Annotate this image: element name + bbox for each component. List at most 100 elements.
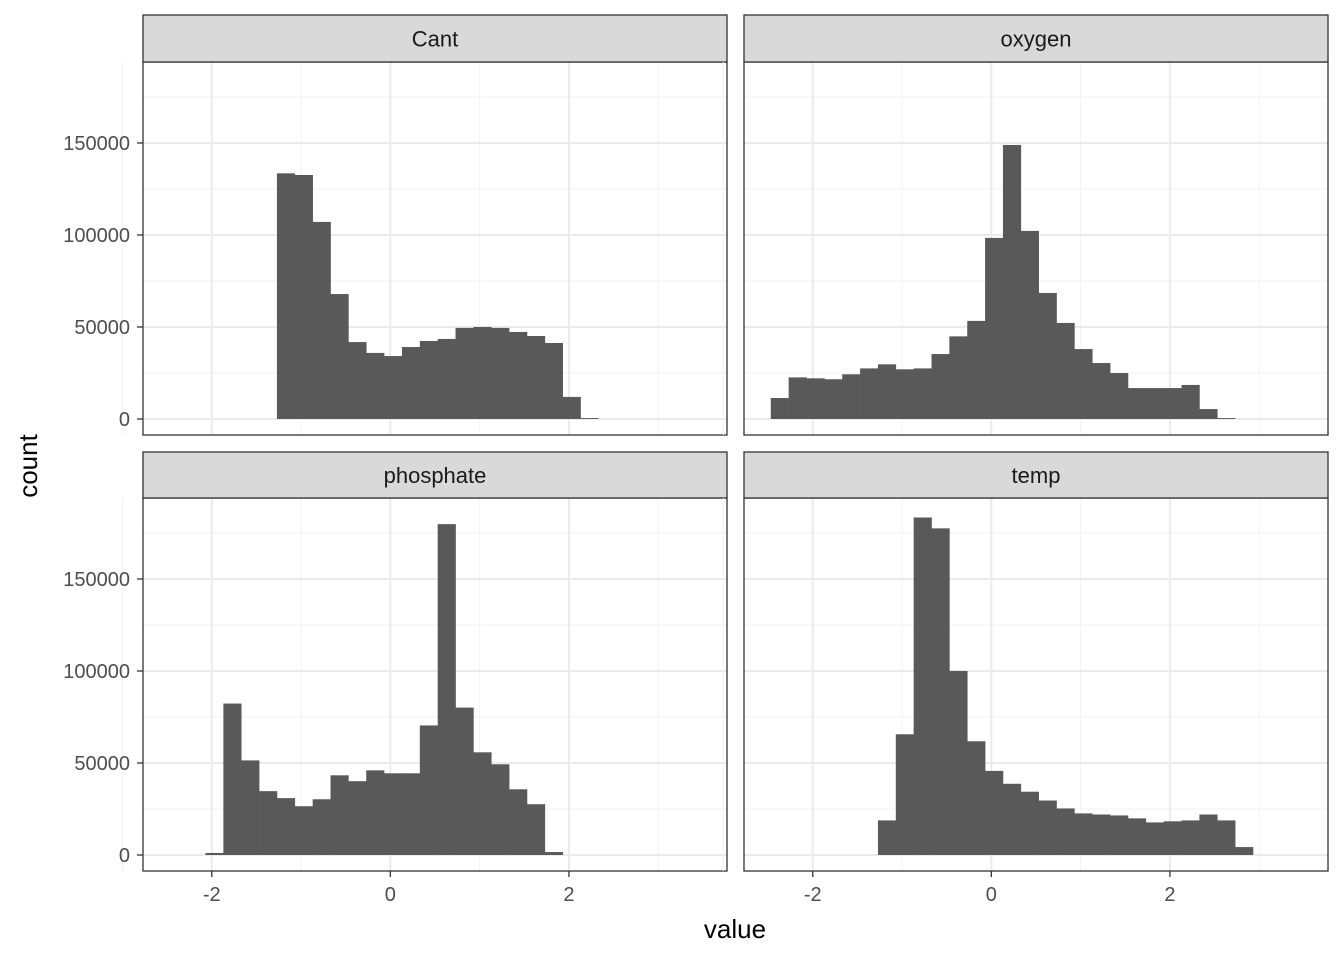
- histogram-bar: [544, 852, 563, 855]
- x-tick-label: 2: [563, 884, 574, 906]
- facet-panel-Cant: Cant 0 50000 100000 150000: [63, 14, 728, 436]
- y-tick-label: 100000: [63, 661, 130, 683]
- histogram-bar: [860, 368, 879, 419]
- histogram-bar: [1110, 815, 1129, 855]
- facet-label: temp: [1012, 463, 1061, 488]
- histogram-bar: [437, 524, 456, 855]
- x-tick-label: 2: [1164, 884, 1175, 906]
- histogram-bar: [877, 364, 897, 419]
- histogram-bar: [276, 173, 296, 419]
- histogram-bar: [1127, 818, 1147, 855]
- histogram-bar: [366, 770, 385, 855]
- histogram-bar: [509, 789, 528, 855]
- histogram-bar: [842, 374, 861, 419]
- histogram-bar: [1199, 409, 1218, 419]
- x-tick-label: -2: [203, 884, 221, 906]
- x-tick-label: -2: [804, 884, 822, 906]
- histogram-bar: [1074, 349, 1093, 419]
- histogram-bar: [473, 326, 492, 419]
- histogram-bar: [1020, 791, 1039, 855]
- histogram-bar: [455, 707, 474, 855]
- histogram-bar: [895, 369, 914, 419]
- y-tick-label: 0: [119, 409, 130, 431]
- histogram-bar: [1163, 388, 1182, 419]
- histogram-bar: [223, 703, 242, 855]
- histogram-bar: [491, 327, 510, 419]
- histogram-bar: [580, 418, 599, 419]
- histogram-bar: [366, 352, 385, 419]
- histogram-bar: [1038, 800, 1057, 855]
- histogram-bar: [1181, 384, 1200, 419]
- histogram-bar: [419, 340, 438, 419]
- y-tick-label: 50000: [74, 317, 130, 339]
- y-axis-label: count: [13, 433, 43, 497]
- histogram-bar: [312, 221, 331, 419]
- histogram-bar: [437, 338, 456, 419]
- facet-panel-temp: temp -2 0 2: [722, 451, 1329, 906]
- histogram-bar: [985, 237, 1004, 419]
- facet-strip: [142, 14, 728, 63]
- facet-panel-phosphate: phosphate 0 50000 100000 150000 -2 0 2: [63, 451, 728, 906]
- histogram-bar: [384, 356, 403, 419]
- histogram-bar: [473, 752, 492, 855]
- histogram-bar: [491, 764, 510, 855]
- histogram-bar: [806, 378, 825, 419]
- facet-panel-oxygen: oxygen: [722, 14, 1329, 436]
- facet-strip: [743, 14, 1329, 63]
- histogram-bar: [1038, 292, 1057, 419]
- histogram-bar: [1056, 808, 1075, 855]
- histogram-bar: [544, 342, 563, 419]
- facet-label: Cant: [412, 27, 458, 52]
- facet-label: phosphate: [384, 463, 487, 488]
- y-tick-label: 50000: [74, 753, 130, 775]
- y-tick-label: 150000: [63, 569, 130, 591]
- histogram-bar: [330, 775, 349, 855]
- histogram-bar: [1163, 821, 1182, 855]
- histogram-bar: [1074, 813, 1093, 855]
- histogram-bar: [526, 335, 546, 419]
- histogram-bar: [913, 517, 932, 855]
- facet-strip: [142, 451, 728, 499]
- histogram-bar: [1002, 783, 1022, 855]
- histogram-bar: [1002, 144, 1022, 419]
- histogram-bar: [294, 806, 313, 855]
- histogram-bar: [1110, 372, 1129, 419]
- histogram-bar: [877, 820, 897, 855]
- histogram-bar: [1092, 363, 1111, 419]
- histogram-bar: [770, 398, 789, 419]
- histogram-bar: [1217, 418, 1236, 419]
- x-tick-label: 0: [385, 884, 396, 906]
- histogram-bar: [312, 799, 331, 855]
- y-tick-label: 100000: [63, 225, 130, 247]
- histogram-bar: [526, 804, 546, 855]
- histogram-bar: [330, 294, 349, 419]
- histogram-bar: [1020, 230, 1039, 419]
- y-tick-label: 0: [119, 845, 130, 867]
- x-axis-label: value: [704, 914, 766, 944]
- histogram-bar: [1145, 388, 1164, 419]
- histogram-bar: [1199, 814, 1218, 855]
- histogram-bar: [1056, 322, 1075, 419]
- histogram-bar: [1092, 814, 1111, 855]
- histogram-bar: [895, 734, 914, 855]
- histogram-bar: [949, 336, 968, 419]
- y-tick-label: 150000: [63, 133, 130, 155]
- x-tick-label: 0: [986, 884, 997, 906]
- histogram-bar: [1127, 388, 1147, 419]
- histogram-bar: [824, 379, 843, 419]
- histogram-bar: [509, 331, 528, 419]
- histogram-bar: [562, 396, 581, 419]
- histogram-bar: [985, 770, 1004, 855]
- histogram-bar: [384, 773, 403, 855]
- histogram-bar: [401, 347, 421, 419]
- histogram-bar: [1235, 847, 1254, 855]
- histogram-bar: [259, 791, 278, 855]
- histogram-bar: [967, 741, 986, 855]
- histogram-bar: [931, 354, 950, 419]
- histogram-bar: [455, 327, 474, 419]
- histogram-bar: [276, 798, 296, 855]
- histogram-bar: [931, 528, 950, 855]
- histogram-bar: [419, 725, 438, 855]
- facet-strip: [743, 451, 1329, 499]
